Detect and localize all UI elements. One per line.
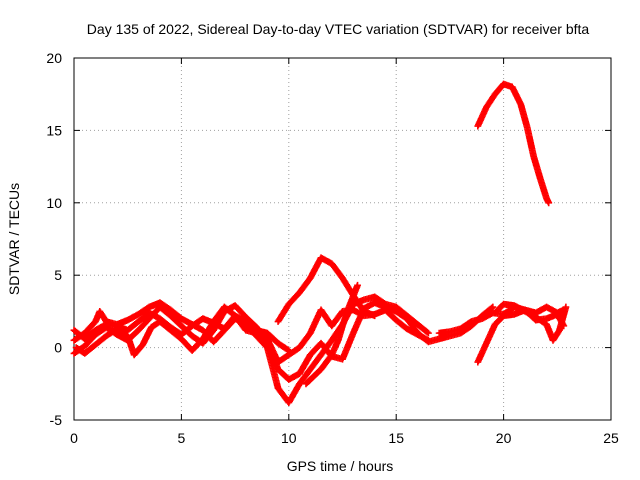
plot-frame (73, 57, 612, 421)
series-track-4 (72, 303, 432, 366)
chart-title: Day 135 of 2022, Sidereal Day-to-day VTE… (87, 21, 590, 37)
y-tick-label: 20 (46, 50, 62, 66)
series-track-3 (70, 293, 432, 407)
y-tick-label: 5 (54, 267, 62, 283)
data-point (545, 199, 553, 207)
x-tick-label: 5 (178, 430, 186, 446)
x-axis-label: GPS time / hours (287, 458, 394, 474)
y-axis-label: SDTVAR / TECUs (6, 183, 22, 295)
x-tick-label: 10 (281, 430, 297, 446)
x-tick-label: 20 (496, 430, 512, 446)
x-tick-label: 15 (388, 430, 404, 446)
x-tick-label: 25 (603, 430, 619, 446)
axis-ticks: 0 5 10 15 20 25 -5 0 5 10 15 20 (46, 50, 619, 446)
data-point (562, 303, 570, 311)
y-tick-label: 0 (54, 340, 62, 356)
data-point (284, 346, 292, 354)
y-tick-label: -5 (50, 412, 63, 428)
series-track-9 (491, 300, 570, 344)
y-tick-label: 15 (46, 122, 62, 138)
data-point (489, 303, 497, 311)
data-point (354, 281, 361, 289)
series-track-10 (474, 80, 553, 207)
data-point (423, 328, 431, 336)
series-track-5 (274, 254, 379, 325)
grid-lines (74, 58, 611, 420)
data-point (371, 312, 379, 320)
data-point (425, 329, 432, 337)
x-tick-label: 0 (70, 430, 78, 446)
data-points (70, 80, 570, 407)
data-point (425, 336, 432, 344)
series-track-6 (302, 281, 361, 388)
y-tick-label: 10 (46, 195, 62, 211)
